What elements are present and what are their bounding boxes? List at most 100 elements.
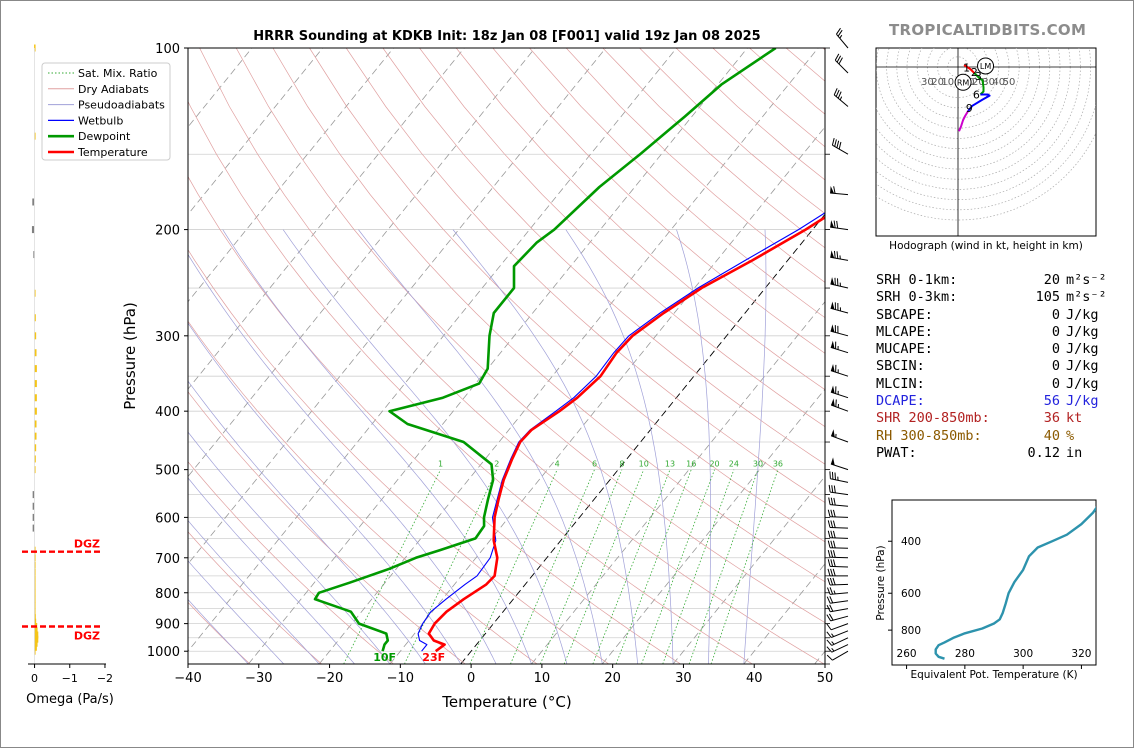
- barb-staff: [830, 623, 849, 631]
- barb-staff: [830, 592, 849, 595]
- barb-half: [839, 96, 843, 101]
- mixing-ratio-label: 8: [619, 460, 624, 469]
- barb-half: [833, 590, 836, 595]
- mixing-ratio-label: 4: [555, 460, 560, 469]
- wind-barb: [830, 457, 849, 471]
- x-axis-label: Temperature (°C): [441, 693, 571, 711]
- moist-adiabat: [358, 229, 603, 664]
- barb-full: [836, 220, 839, 229]
- barb-full: [833, 220, 836, 228]
- barb-full: [836, 251, 839, 259]
- x-tick-label: 0: [467, 671, 475, 686]
- wind-barb: [826, 587, 849, 595]
- barb-staff: [830, 615, 849, 622]
- wind-barb: [827, 568, 848, 577]
- isotherm: [248, 48, 748, 664]
- hodograph-axes-box: [875, 47, 1097, 237]
- surface-dewpoint-label: 10F: [373, 651, 396, 664]
- legend-entry: Sat. Mix. Ratio: [78, 67, 158, 80]
- hodograph-ring-label: 50: [1003, 77, 1016, 88]
- legend-entry: Dewpoint: [78, 130, 131, 143]
- barb-full: [829, 587, 834, 595]
- omega-bar: [34, 631, 39, 639]
- isotherm: [188, 48, 394, 303]
- mixing-ratio-line: [615, 469, 692, 664]
- y-tick-label: 700: [155, 552, 180, 567]
- barb-flag: [830, 324, 835, 333]
- omega-bar: [33, 251, 35, 259]
- barb-full: [830, 520, 834, 528]
- hodograph-ring-label: 30: [921, 77, 934, 88]
- barb-full: [826, 614, 832, 622]
- barb-full: [829, 577, 834, 586]
- index-row: SRH 0-1km: 20 m²s⁻²: [876, 272, 1116, 289]
- hodograph-trace: [973, 72, 985, 96]
- hodograph-ring-label: 40: [992, 77, 1005, 88]
- barb-full: [833, 250, 836, 259]
- skewt-legend: Sat. Mix. Ratio Dry Adiabats Pseudoadiabat…: [41, 62, 171, 161]
- barb-staff: [830, 283, 849, 289]
- barb-full: [832, 559, 836, 567]
- dry-adiabat: [199, 48, 825, 664]
- barb-full: [833, 88, 838, 96]
- barb-full: [830, 530, 834, 538]
- wind-barb: [830, 398, 849, 412]
- index-value: 0: [1051, 358, 1060, 375]
- storm-motion-marker: [977, 57, 995, 75]
- moist-adiabat: [188, 599, 249, 664]
- index-label: MLCIN:: [876, 375, 925, 392]
- theta-e-x-tick-label: 300: [1013, 648, 1033, 660]
- mixing-ratio-label: 20: [709, 460, 719, 469]
- barb-full: [833, 485, 836, 493]
- omega-bar: [32, 198, 35, 206]
- index-row: MLCAPE: 0 J/kg: [876, 324, 1116, 341]
- barb-staff: [830, 608, 849, 613]
- barb-full: [827, 568, 831, 577]
- barb-flag: [830, 277, 835, 285]
- index-value: 0: [1051, 323, 1060, 340]
- wind-barb: [830, 301, 849, 314]
- wind-barb: [830, 429, 849, 443]
- wind-barb: [827, 577, 849, 586]
- x-tick-label: −30: [245, 671, 272, 686]
- barb-full: [837, 91, 842, 99]
- barb-full: [826, 596, 831, 604]
- y-tick-label: 100: [155, 42, 180, 57]
- omega-bar: [34, 332, 37, 340]
- barb-staff: [829, 565, 849, 568]
- index-label: RH 300-850mb:: [876, 427, 982, 444]
- barb-staff: [834, 59, 849, 74]
- barb-staff: [830, 504, 849, 507]
- barb-staff: [831, 644, 849, 653]
- omega-bar: [34, 639, 38, 647]
- dry-adiabat: [188, 175, 681, 664]
- barb-full: [833, 497, 836, 506]
- dry-adiabat: [188, 601, 251, 664]
- y-tick-label: 800: [155, 587, 180, 602]
- barb-full: [826, 654, 833, 661]
- theta-e-panel: 260 280 300 320 400 600 800 Equivalent Pot. Tem…: [875, 499, 1097, 681]
- barb-full: [830, 540, 834, 548]
- wind-barb: [834, 53, 849, 74]
- barb-full: [832, 509, 836, 518]
- barb-full: [829, 596, 834, 604]
- isotherm: [188, 48, 324, 215]
- wind-barb: [827, 559, 849, 568]
- barb-full: [837, 29, 843, 37]
- wind-barb: [826, 637, 849, 646]
- omega-tick-label: −2: [97, 672, 113, 685]
- barb-full: [836, 27, 841, 35]
- index-label: DCAPE:: [876, 393, 925, 410]
- omega-bar: [32, 524, 35, 532]
- omega-bar: [34, 627, 38, 635]
- dgz-label: DGZ: [74, 538, 100, 551]
- barb-full: [830, 509, 834, 517]
- omega-bar: [32, 491, 35, 499]
- barb-staff: [829, 527, 849, 529]
- mixing-ratio-label: 24: [729, 460, 739, 469]
- mixing-ratio-line: [510, 469, 595, 664]
- index-label: MUCAPE:: [876, 341, 933, 358]
- barb-flag: [830, 457, 835, 466]
- barb-full: [835, 399, 837, 407]
- omega-tick-label: −1: [62, 672, 78, 685]
